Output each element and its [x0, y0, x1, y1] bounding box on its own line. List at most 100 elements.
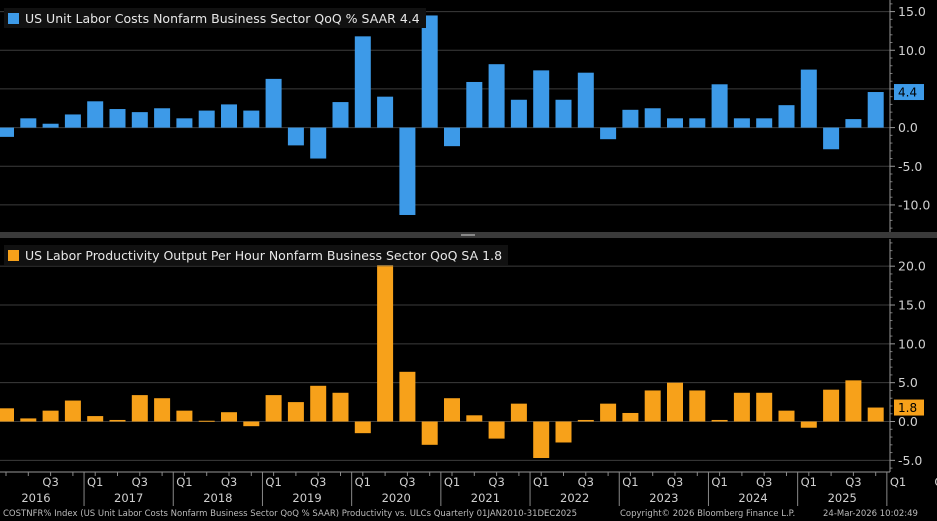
y-tick-label-1-0: 20.0: [898, 259, 926, 274]
bar-1-10: [221, 412, 237, 422]
legend-bottom-swatch: [8, 249, 19, 261]
x-year-label-9: 2025: [828, 491, 857, 505]
bar-1-1: [20, 418, 37, 422]
bar-1-6: [131, 395, 148, 422]
bar-0-32: [711, 84, 728, 128]
bar-0-35: [778, 105, 795, 128]
legend-bottom: US Labor Productivity Output Per Hour No…: [4, 245, 509, 265]
x-year-label-8: 2024: [738, 491, 767, 505]
x-quarter-label-4: Q3: [221, 475, 237, 489]
bar-1-18: [399, 371, 416, 422]
x-quarter-label-9: Q1: [444, 475, 460, 489]
y-tick-label-0-1: 10.0: [898, 43, 926, 58]
x-quarter-label-16: Q3: [756, 475, 772, 489]
bar-0-29: [644, 108, 661, 128]
bar-1-24: [533, 421, 550, 459]
legend-top-value: 4.4: [399, 10, 420, 26]
y-tick-label-1-5: -5.0: [898, 453, 922, 468]
bar-0-30: [667, 118, 683, 128]
x-year-label-1: 2017: [114, 491, 143, 505]
legend-top-title: US Unit Labor Costs Nonfarm Business Sec…: [25, 10, 396, 26]
bar-1-2: [42, 410, 59, 422]
bar-0-11: [243, 110, 260, 128]
x-quarter-label-6: Q3: [310, 475, 326, 489]
bar-0-22: [488, 64, 505, 128]
y-tick-label-1-4: 0.0: [898, 414, 918, 429]
bar-1-39: [867, 407, 884, 422]
bar-0-0: [0, 127, 14, 137]
x-year-label-2: 2018: [203, 491, 232, 505]
bar-0-12: [265, 78, 282, 128]
bar-1-28: [622, 412, 639, 422]
bar-0-36: [800, 69, 817, 128]
bar-0-6: [131, 112, 148, 128]
legend-top: US Unit Labor Costs Nonfarm Business Sec…: [4, 8, 426, 28]
bar-0-27: [600, 127, 617, 140]
x-quarter-label-19: Q1: [890, 475, 906, 489]
x-quarter-label-20: Q3: [934, 475, 937, 489]
bar-0-17: [377, 96, 394, 128]
bar-0-8: [176, 118, 193, 128]
bar-0-7: [154, 108, 171, 128]
bar-0-2: [42, 123, 59, 128]
bar-1-16: [354, 421, 371, 434]
bar-1-25: [555, 421, 572, 443]
bar-0-38: [845, 119, 862, 128]
legend-bottom-title: US Labor Productivity Output Per Hour No…: [25, 247, 479, 263]
bar-0-14: [310, 127, 327, 159]
x-quarter-label-8: Q3: [399, 475, 415, 489]
x-quarter-label-18: Q3: [845, 475, 861, 489]
bar-1-12: [265, 395, 282, 422]
bar-1-14: [310, 385, 327, 422]
bar-0-37: [823, 127, 840, 150]
bar-0-20: [444, 127, 460, 147]
y-tick-label-0-3: 0.0: [898, 120, 918, 135]
bar-0-10: [221, 104, 237, 128]
x-year-label-0: 2016: [21, 491, 50, 505]
bar-0-13: [287, 127, 304, 146]
bar-1-11: [243, 421, 260, 427]
bar-1-37: [823, 389, 840, 422]
x-year-label-5: 2021: [471, 491, 500, 505]
x-quarter-label-0: Q3: [42, 475, 58, 489]
bar-1-21: [466, 415, 483, 422]
bar-1-27: [600, 403, 617, 422]
bar-1-20: [444, 398, 460, 422]
bar-1-32: [711, 419, 728, 422]
bar-0-18: [399, 127, 416, 215]
bar-1-17: [377, 266, 394, 422]
bar-1-19: [421, 421, 438, 445]
x-quarter-label-1: Q1: [87, 475, 103, 489]
bar-1-34: [756, 392, 773, 422]
bar-0-25: [555, 99, 572, 128]
y-tick-label-0-0: 15.0: [898, 4, 926, 19]
y-tick-label-1-1: 15.0: [898, 298, 926, 313]
legend-bottom-value: 1.8: [482, 247, 503, 263]
bar-1-36: [800, 421, 817, 428]
x-year-label-7: 2023: [649, 491, 678, 505]
last-value-text-1: 1.8: [898, 401, 917, 415]
bar-0-19: [421, 15, 438, 128]
bar-1-38: [845, 380, 862, 422]
bar-0-16: [354, 36, 371, 128]
bar-1-3: [64, 400, 81, 422]
x-quarter-label-12: Q3: [578, 475, 594, 489]
x-year-label-6: 2022: [560, 491, 589, 505]
x-quarter-label-17: Q1: [801, 475, 817, 489]
footer-copyright: Copyright© 2026 Bloomberg Finance L.P.: [620, 509, 796, 519]
bar-1-31: [689, 390, 706, 422]
bar-1-35: [778, 410, 795, 422]
x-quarter-label-10: Q3: [488, 475, 504, 489]
bar-0-34: [756, 118, 773, 128]
panel-divider-handle: [461, 234, 475, 236]
bar-0-1: [20, 118, 37, 128]
x-quarter-label-15: Q1: [711, 475, 727, 489]
bar-0-4: [87, 101, 104, 128]
footer-source: COSTNFR% Index (US Unit Labor Costs Nonf…: [3, 509, 577, 519]
legend-top-swatch: [8, 12, 19, 24]
bar-1-26: [577, 419, 594, 422]
footer: COSTNFR% Index (US Unit Labor Costs Nonf…: [0, 507, 937, 521]
bar-0-9: [198, 110, 215, 128]
bar-0-3: [64, 114, 81, 128]
